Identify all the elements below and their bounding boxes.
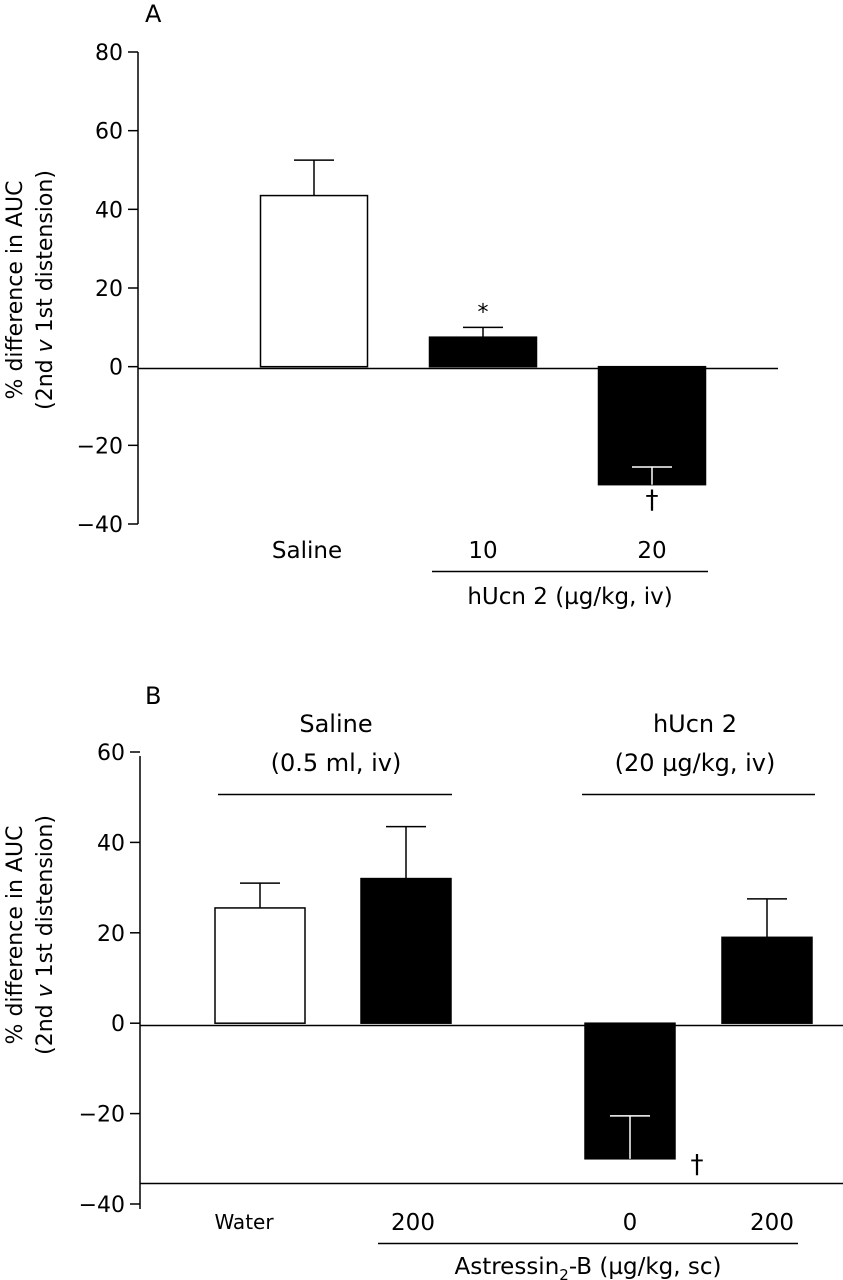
panel-a-y-tick-label: 60 bbox=[95, 120, 123, 145]
panel-a-category-20: 20 bbox=[637, 538, 666, 564]
panel-a-y-axis-title-line1: % difference in AUC bbox=[3, 181, 28, 400]
panel-a-y-tick-label: 0 bbox=[109, 356, 123, 381]
panel-a-bars: *† bbox=[259, 159, 707, 516]
panel-b-category-200-hucn: 200 bbox=[750, 1210, 794, 1236]
panel-a-significance-mark: * bbox=[478, 300, 489, 325]
panel-a-y-tick-label: 20 bbox=[95, 277, 123, 302]
panel-a-significance-mark: † bbox=[646, 486, 659, 516]
panel-b-y-axis-title: % difference in AUC (2nd v 1st distensio… bbox=[3, 815, 58, 1055]
panel-a-y-ticks: 80 60 40 20 0 −20 −40 bbox=[77, 41, 138, 538]
panel-a-bar bbox=[428, 336, 538, 368]
panel-b: B Saline (0.5 ml, iv) hUcn 2 (20 µg/kg, … bbox=[3, 682, 843, 1280]
panel-b-y-axis-title-line1: % difference in AUC bbox=[3, 826, 28, 1045]
panel-a-bar bbox=[259, 194, 369, 368]
panel-a-y-tick-label: −20 bbox=[77, 434, 123, 459]
panel-b-top-group-1-line1: Saline bbox=[299, 710, 372, 738]
panel-b-y-tick-label: −40 bbox=[79, 1193, 125, 1218]
panel-b-y-ticks: 60 40 20 0 −20 −40 bbox=[79, 741, 140, 1218]
panel-a-category-saline: Saline bbox=[272, 538, 342, 564]
panel-b-y-tick-label: 0 bbox=[111, 1012, 125, 1037]
panel-a-y-axis-title: % difference in AUC (2nd v 1st distensio… bbox=[3, 170, 58, 410]
panel-b-label: B bbox=[145, 682, 161, 710]
panel-b-category-200-saline: 200 bbox=[391, 1210, 435, 1236]
panel-b-bar bbox=[721, 936, 813, 1024]
panel-a-y-tick-label: 40 bbox=[95, 198, 123, 223]
panel-b-top-group-1-line2: (0.5 ml, iv) bbox=[271, 749, 402, 777]
panel-b-top-group-2-line2: (20 µg/kg, iv) bbox=[615, 749, 776, 777]
panel-a-y-tick-label: −40 bbox=[77, 513, 123, 538]
panel-b-group-label: Astressin2-B (µg/kg, sc) bbox=[455, 1254, 722, 1280]
panel-b-category-water: Water bbox=[214, 1210, 274, 1234]
panel-a-y-axis-title-line2: (2nd v 1st distension) bbox=[33, 170, 58, 410]
panel-a-category-10: 10 bbox=[468, 538, 497, 564]
panel-a-y-tick-label: 80 bbox=[95, 41, 123, 66]
panel-b-y-tick-label: 20 bbox=[97, 922, 125, 947]
panel-b-y-tick-label: 60 bbox=[97, 741, 125, 766]
panel-a-label: A bbox=[145, 0, 162, 28]
panel-b-bar bbox=[214, 907, 306, 1024]
panel-a-bar bbox=[597, 365, 707, 486]
panel-b-y-tick-label: 40 bbox=[97, 831, 125, 856]
panel-b-significance-mark: † bbox=[691, 1150, 704, 1180]
panel-b-y-axis-title-line2: (2nd v 1st distension) bbox=[33, 815, 58, 1055]
panel-b-bars: † bbox=[214, 825, 813, 1180]
panel-a-group-label: hUcn 2 (µg/kg, iv) bbox=[467, 584, 672, 610]
panel-b-top-group-2-line1: hUcn 2 bbox=[653, 710, 737, 738]
panel-b-y-tick-label: −20 bbox=[79, 1103, 125, 1128]
panel-b-bar bbox=[360, 877, 452, 1024]
panel-a: A % difference in AUC (2nd v 1st distens… bbox=[3, 0, 778, 610]
panel-b-category-0: 0 bbox=[623, 1210, 638, 1236]
